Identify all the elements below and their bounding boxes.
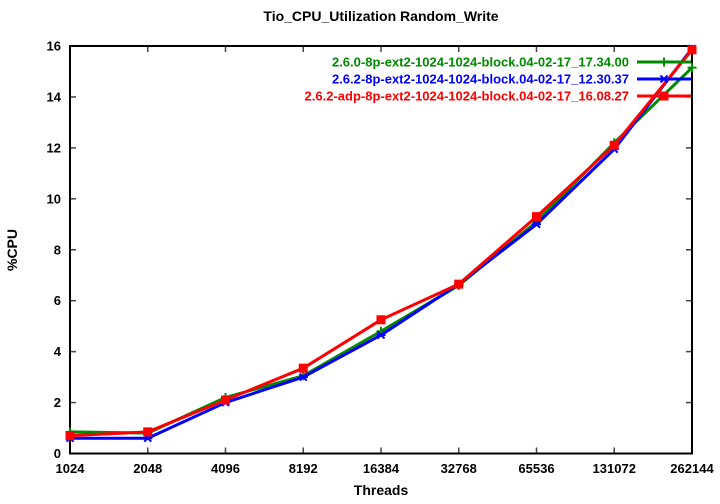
- x-tick-label: 65536: [518, 461, 554, 476]
- cross-marker: [659, 74, 669, 84]
- y-tick-label: 14: [47, 89, 62, 104]
- legend-label-0: 2.6.0-8p-ext2-1024-1024-block.04-02-17_1…: [332, 55, 629, 70]
- legend-label-2: 2.6.2-adp-8p-ext2-1024-1024-block.04-02-…: [305, 89, 629, 104]
- x-axis-label: Threads: [354, 482, 409, 498]
- x-tick-label: 4096: [211, 461, 240, 476]
- square-marker: [687, 45, 697, 55]
- square-marker: [221, 395, 230, 405]
- y-tick-label: 2: [54, 395, 61, 410]
- square-marker: [532, 212, 541, 222]
- y-tick-label: 12: [47, 140, 61, 155]
- y-tick-label: 6: [54, 293, 61, 308]
- y-tick-label: 0: [54, 446, 61, 461]
- legend-label-1: 2.6.2-8p-ext2-1024-1024-block.04-02-17_1…: [332, 72, 629, 87]
- square-marker: [376, 315, 386, 325]
- series-line-0: [68, 66, 694, 435]
- y-tick-label: 8: [54, 242, 61, 257]
- series-line-2: [68, 48, 694, 438]
- square-marker: [659, 91, 669, 101]
- chart-title: Tio_CPU_Utilization Random_Write: [263, 8, 498, 24]
- cross-marker: [532, 220, 541, 229]
- square-marker: [298, 363, 308, 373]
- cross-marker: [298, 372, 308, 382]
- x-tick-label: 262144: [670, 461, 714, 476]
- plot-border: [69, 45, 693, 455]
- y-tick-label: 10: [47, 191, 61, 206]
- y-tick-label: 16: [47, 39, 61, 54]
- square-marker: [65, 431, 75, 441]
- square-marker: [609, 140, 619, 150]
- cross-marker: [376, 330, 386, 340]
- x-tick-label: 32768: [441, 461, 477, 476]
- plus-marker: [659, 57, 669, 67]
- x-tick-label: 1024: [56, 461, 86, 476]
- x-tick-label: 131072: [593, 461, 636, 476]
- x-tick-label: 8192: [289, 461, 318, 476]
- y-tick-label: 4: [54, 344, 62, 359]
- plus-marker: [687, 63, 697, 73]
- plot-area: 1024 2048 4096 8192 16384 32768 65536 131072 262…: [47, 39, 715, 477]
- x-tick-label: 16384: [363, 461, 400, 476]
- x-tick-label: 2048: [133, 461, 162, 476]
- square-marker: [454, 279, 464, 289]
- y-axis-label: %CPU: [4, 229, 20, 271]
- series-line-1: [68, 47, 694, 440]
- square-marker: [143, 427, 153, 437]
